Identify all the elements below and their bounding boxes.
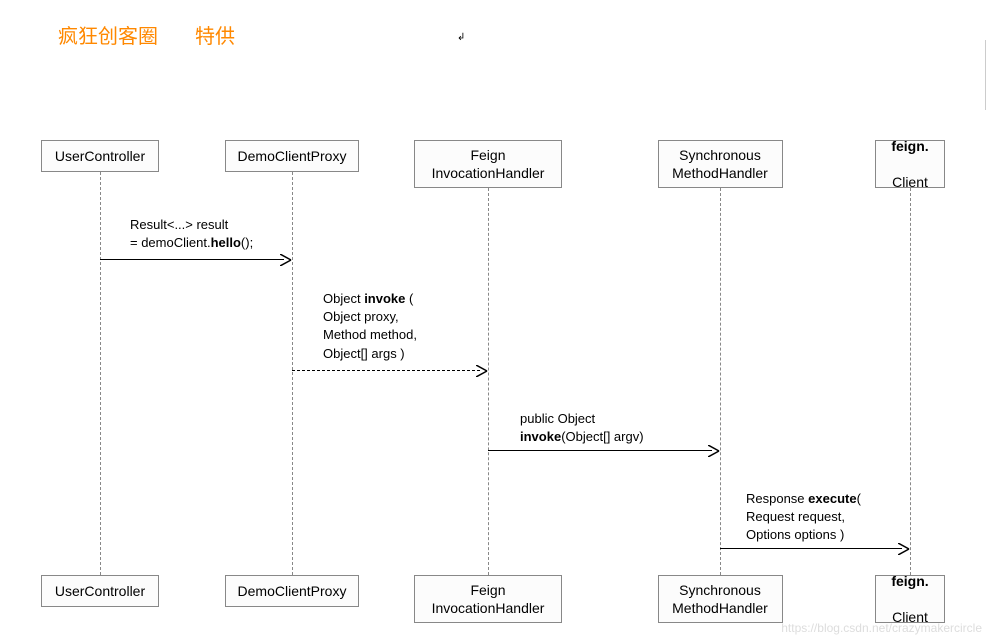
participant-bottom-DemoClientProxy: DemoClientProxy [225,575,359,607]
lifeline-DemoClientProxy [292,172,293,575]
participant-bottom-feignClient: feign.Client [875,575,945,623]
participant-top-feignClient: feign.Client [875,140,945,188]
participant-bottom-UserController: UserController [41,575,159,607]
message-label-3: Response execute( Request request, Optio… [746,490,861,545]
message-label-1: Object invoke (Object proxy, Method meth… [323,290,417,363]
participant-top-FeignInvocationHandler: FeignInvocationHandler [414,140,562,188]
header-title-left: 疯狂创客圈 [58,20,158,49]
watermark: https://blog.csdn.net/crazymakercircle [781,621,982,635]
participant-bottom-FeignInvocationHandler: FeignInvocationHandler [414,575,562,623]
message-arrow-3 [720,548,902,549]
message-arrow-2 [488,450,712,451]
message-label-0: Result<...> result= demoClient.hello(); [130,216,253,252]
lifeline-FeignInvocationHandler [488,188,489,575]
page-edge-line [985,40,986,110]
lifeline-SynchronousMethodHandler [720,188,721,575]
header-title-right: 特供 [195,20,235,49]
lifeline-feignClient [910,188,911,575]
lifeline-UserController [100,172,101,575]
message-label-2: public Objectinvoke(Object[] argv) [520,410,644,446]
participant-top-DemoClientProxy: DemoClientProxy [225,140,359,172]
message-arrow-1 [292,370,480,371]
message-arrow-0 [100,259,284,260]
message-arrowhead-3 [898,542,910,554]
insertion-cursor: ↲ [457,32,465,43]
message-arrowhead-0 [280,253,292,265]
message-arrowhead-1 [476,364,488,376]
message-arrowhead-2 [708,444,720,456]
participant-bottom-SynchronousMethodHandler: SynchronousMethodHandler [658,575,783,623]
participant-top-SynchronousMethodHandler: SynchronousMethodHandler [658,140,783,188]
participant-top-UserController: UserController [41,140,159,172]
